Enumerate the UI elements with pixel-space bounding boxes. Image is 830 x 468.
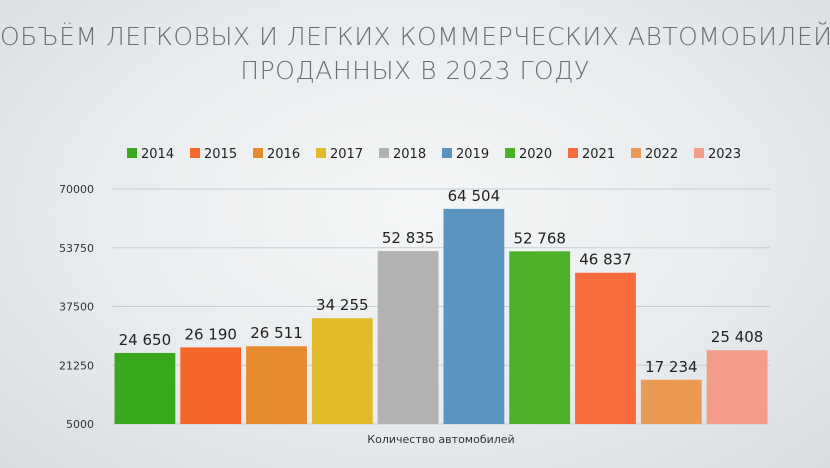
legend-label: 2021 bbox=[582, 147, 615, 162]
legend-label: 2018 bbox=[393, 147, 426, 162]
chart-title-line-2: ПРОДАННЫХ В 2023 ГОДУ bbox=[240, 56, 590, 85]
chart-title-line-1: ОБЪЁМ ЛЕГКОВЫХ И ЛЕГКИХ КОММЕРЧЕСКИХ АВТ… bbox=[0, 22, 830, 51]
legend-label: 2016 bbox=[267, 147, 300, 162]
y-tick-label: 21250 bbox=[59, 359, 94, 372]
bar-2022 bbox=[640, 379, 702, 424]
y-tick-label: 53750 bbox=[59, 242, 94, 255]
legend-swatch-2019 bbox=[442, 148, 452, 158]
bar-value-labels: 24 650 26 190 26 511 34 255 52 835 64 504 52 7… bbox=[119, 187, 764, 376]
bar-value-label: 17 234 bbox=[645, 358, 698, 376]
legend-swatch-2023 bbox=[694, 148, 704, 158]
legend-label: 2022 bbox=[645, 147, 678, 162]
legend-swatch-2015 bbox=[190, 148, 200, 158]
chart-title: ОБЪЁМ ЛЕГКОВЫХ И ЛЕГКИХ КОММЕРЧЕСКИХ АВТ… bbox=[0, 20, 830, 88]
bar-2016 bbox=[246, 346, 307, 424]
legend-label: 2019 bbox=[456, 147, 489, 162]
bar-value-label: 26 190 bbox=[184, 325, 237, 343]
x-axis-label: Количество автомобилей bbox=[367, 433, 514, 446]
legend-swatch-2018 bbox=[379, 148, 389, 158]
bar-2019 bbox=[443, 208, 505, 424]
bar-2023 bbox=[706, 350, 768, 424]
y-axis: 5000 21250 37500 53750 70000 bbox=[59, 183, 94, 431]
bar-value-label: 64 504 bbox=[448, 187, 501, 205]
bar-2014 bbox=[114, 352, 176, 424]
bar-value-label: 52 835 bbox=[382, 229, 435, 247]
legend-swatch-2017 bbox=[316, 148, 326, 158]
bar-value-label: 26 511 bbox=[250, 324, 303, 342]
bar-value-label: 34 255 bbox=[316, 296, 369, 314]
bar-2021 bbox=[575, 272, 636, 424]
y-tick-label: 70000 bbox=[59, 183, 94, 196]
legend-label: 2015 bbox=[204, 147, 237, 162]
bar-value-label: 24 650 bbox=[119, 331, 172, 349]
bar-2017 bbox=[311, 318, 373, 424]
bar-2015 bbox=[180, 347, 242, 424]
legend: 2014 2015 2016 2017 2018 2019 2020 2021 2022 2023 bbox=[127, 147, 741, 162]
legend-label: 2023 bbox=[708, 147, 741, 162]
bars bbox=[114, 208, 768, 424]
y-tick-label: 5000 bbox=[66, 418, 94, 431]
bar-value-label: 25 408 bbox=[711, 328, 764, 346]
bar-2020 bbox=[509, 251, 571, 424]
legend-swatch-2014 bbox=[127, 148, 137, 158]
bar-value-label: 46 837 bbox=[579, 251, 632, 269]
legend-swatch-2021 bbox=[568, 148, 578, 158]
bar-value-label: 52 768 bbox=[513, 229, 566, 247]
legend-swatch-2020 bbox=[505, 148, 515, 158]
legend-swatch-2022 bbox=[631, 148, 641, 158]
legend-label: 2020 bbox=[519, 147, 552, 162]
bar-2018 bbox=[377, 251, 439, 424]
legend-label: 2017 bbox=[330, 147, 363, 162]
y-tick-label: 37500 bbox=[59, 301, 94, 314]
legend-label: 2014 bbox=[141, 147, 174, 162]
legend-swatch-2016 bbox=[253, 148, 263, 158]
